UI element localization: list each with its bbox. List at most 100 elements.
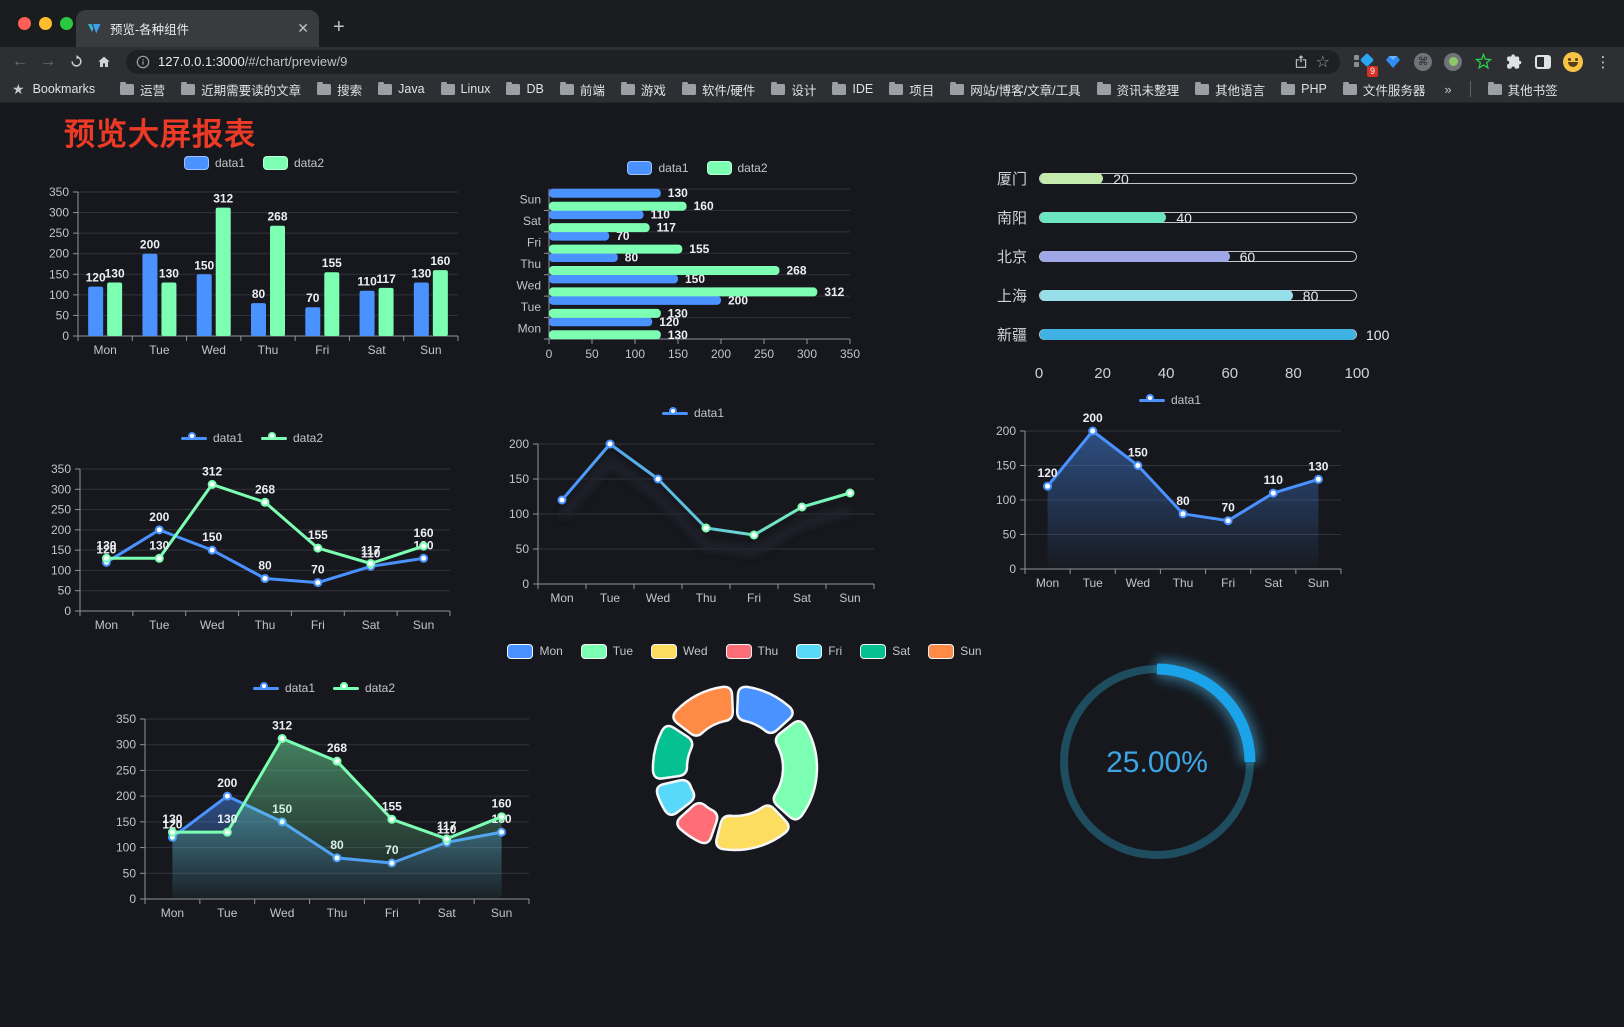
svg-text:Sun: Sun — [1308, 576, 1329, 590]
bookmark-folder[interactable]: 资讯未整理 — [1090, 78, 1187, 101]
folder-icon — [950, 81, 965, 95]
progress-track[interactable]: 20 — [1039, 171, 1357, 187]
extension-dot-icon[interactable] — [1440, 49, 1466, 75]
url-bar[interactable]: 127.0.0.1:3000/#/chart/preview/9 ☆ — [126, 49, 1340, 74]
share-icon[interactable] — [1294, 54, 1308, 69]
bookmarks-label[interactable]: Bookmarks — [32, 82, 96, 96]
bookmark-folder[interactable]: IDE — [825, 80, 880, 98]
side-panel-icon[interactable] — [1530, 49, 1556, 75]
folder-icon — [1195, 81, 1210, 95]
bookmark-folder[interactable]: 搜索 — [310, 78, 369, 101]
legend-item[interactable]: data2 — [333, 681, 395, 695]
progress-track[interactable]: 100 — [1039, 327, 1389, 343]
bookmark-folder[interactable]: 运营 — [113, 78, 172, 101]
other-bookmarks[interactable]: 其他书签 — [1481, 78, 1565, 101]
gauge-chart-canvas[interactable]: 25.00% — [1046, 647, 1268, 873]
area-chart-single-canvas[interactable]: 0 50 100 150 200 Mon Tue Wed Thu Fri Sat Sun 120 200 1… — [983, 411, 1357, 595]
reload-button[interactable] — [64, 50, 88, 74]
legend-item[interactable]: Wed — [651, 643, 708, 659]
bookmarks-star-icon[interactable]: ★ — [12, 80, 25, 97]
progress-track[interactable]: 60 — [1039, 248, 1357, 265]
legend-item[interactable]: Sat — [860, 643, 910, 659]
menu-kebab-icon[interactable]: ⋮ — [1595, 53, 1611, 71]
legend-item[interactable]: data1 — [180, 431, 243, 445]
legend-item[interactable]: Fri — [796, 643, 842, 659]
bookmark-star-icon[interactable]: ☆ — [1315, 53, 1330, 71]
donut-chart[interactable]: Mon Tue Wed Thu Fri Sat Sun — [507, 638, 982, 904]
bookmark-folder[interactable]: 近期需要读的文章 — [174, 78, 308, 101]
bookmark-folder[interactable]: 前端 — [553, 78, 612, 101]
svg-text:200: 200 — [49, 247, 69, 261]
back-button[interactable]: ← — [12, 52, 28, 70]
url-text[interactable]: 127.0.0.1:3000/#/chart/preview/9 — [158, 53, 1286, 71]
bookmark-folder[interactable]: 软件/硬件 — [675, 78, 762, 101]
progress-track[interactable]: 80 — [1039, 287, 1357, 304]
legend-item[interactable]: data2 — [261, 431, 323, 445]
new-tab-button[interactable]: + — [333, 16, 345, 38]
progress-bar-chart[interactable]: 厦门 20 南阳 40 北京 60 上海 80 新疆 100 0 20 40 60 80 100 — [993, 160, 1389, 388]
bookmark-folder[interactable]: Java — [371, 80, 431, 98]
bookmark-folder[interactable]: Linux — [434, 80, 498, 98]
svg-text:155: 155 — [308, 528, 328, 542]
progress-value: 60 — [1239, 248, 1256, 265]
svg-text:130: 130 — [149, 538, 169, 552]
progress-value: 80 — [1302, 287, 1319, 304]
legend-marker — [180, 431, 207, 445]
legend-item[interactable]: data1 — [627, 161, 689, 175]
site-info-icon[interactable] — [136, 55, 150, 69]
extension-gem-icon[interactable] — [1380, 49, 1406, 75]
legend-item[interactable]: Sun — [928, 643, 982, 659]
donut-chart-canvas[interactable] — [552, 664, 937, 900]
line-chart-gradient[interactable]: data1 0 50 100 150 200 Mon Tue Wed Thu Fri Sat Sun — [496, 400, 890, 610]
svg-text:200: 200 — [509, 437, 529, 451]
bookmark-folder[interactable]: 项目 — [882, 78, 941, 101]
extensions-puzzle-icon[interactable] — [1500, 49, 1526, 75]
forward-button[interactable]: → — [40, 52, 56, 70]
svg-text:Sat: Sat — [438, 906, 457, 920]
minimize-window-button[interactable] — [39, 17, 52, 30]
legend-item[interactable]: Tue — [580, 643, 633, 659]
bookmark-folder[interactable]: 游戏 — [614, 78, 673, 101]
legend-label: Mon — [539, 644, 563, 658]
legend-item[interactable]: Mon — [507, 643, 563, 659]
extension-grid-icon[interactable]: 9 — [1350, 49, 1378, 77]
bookmarks-overflow-chevron[interactable]: » — [1444, 81, 1452, 97]
bookmark-folder[interactable]: 设计 — [764, 78, 823, 101]
legend-item[interactable]: data2 — [706, 161, 768, 175]
svg-text:130: 130 — [1308, 459, 1328, 473]
horizontal-bar-chart[interactable]: data1 data2 0 50 100 150 200 250 300 350 Mon Tue Wed… — [505, 155, 890, 367]
svg-text:80: 80 — [252, 287, 266, 301]
home-button[interactable] — [92, 50, 116, 74]
bookmark-folder[interactable]: 其他语言 — [1188, 78, 1272, 101]
bookmark-folder[interactable]: PHP — [1274, 80, 1334, 98]
legend-item[interactable]: data2 — [263, 156, 324, 170]
legend-item[interactable]: data1 — [252, 681, 315, 695]
legend-item[interactable]: Thu — [725, 643, 778, 659]
bookmark-folder[interactable]: 文件服务器 — [1336, 78, 1433, 101]
zoom-window-button[interactable] — [60, 17, 73, 30]
line-chart-basic-canvas[interactable]: 0 50 100 150 200 250 300 350 Mon Tue Wed Thu Fri Sat S… — [38, 451, 466, 637]
extension-star-icon[interactable] — [1470, 49, 1496, 75]
bookmark-folder[interactable]: 网站/博客/文章/工具 — [943, 78, 1087, 101]
close-window-button[interactable] — [18, 17, 31, 30]
progress-track[interactable]: 40 — [1039, 210, 1357, 226]
browser-tab[interactable]: 预览-各种组件 ✕ — [76, 10, 319, 47]
gauge-chart[interactable]: 25.00% — [1046, 647, 1268, 873]
legend-marker — [860, 643, 887, 659]
profile-avatar[interactable] — [1560, 49, 1586, 75]
legend-label: data1 — [1170, 393, 1202, 407]
bar-chart-canvas[interactable]: 0 50 100 150 200 250 300 350 Mon Tue Wed Thu Fri Sat S… — [36, 176, 472, 362]
line-chart-gradient-canvas[interactable]: 0 50 100 150 200 Mon Tue Wed Thu Fri Sat Sun — [496, 426, 890, 610]
area-chart-single[interactable]: data1 0 50 100 150 200 Mon Tue Wed Thu Fri Sat Sun 12… — [983, 387, 1357, 595]
bar-chart[interactable]: data1 data2 0 50 100 150 200 250 300 350 Mon Tue Wed… — [36, 150, 472, 362]
tab-close-icon[interactable]: ✕ — [297, 20, 309, 36]
area-chart-double[interactable]: data1 data2 0 50 100 150 200 250 300 350 Mon Tue Wed… — [103, 675, 545, 925]
bookmark-folder[interactable]: DB — [499, 80, 550, 98]
legend-item[interactable]: data1 — [183, 156, 245, 170]
legend-item[interactable]: data1 — [1138, 393, 1202, 407]
extension-command-icon[interactable]: ⌘ — [1410, 49, 1436, 75]
line-chart-basic[interactable]: data1 data2 0 50 100 150 200 250 300 350 Mon Tue Wed… — [38, 425, 466, 637]
horizontal-bar-chart-canvas[interactable]: 0 50 100 150 200 250 300 350 Mon Tue Wed Thu Fri Sat S… — [505, 181, 890, 367]
area-chart-double-canvas[interactable]: 0 50 100 150 200 250 300 350 Mon Tue Wed Thu Fri Sat S… — [103, 701, 545, 925]
legend-item[interactable]: data1 — [661, 406, 724, 420]
